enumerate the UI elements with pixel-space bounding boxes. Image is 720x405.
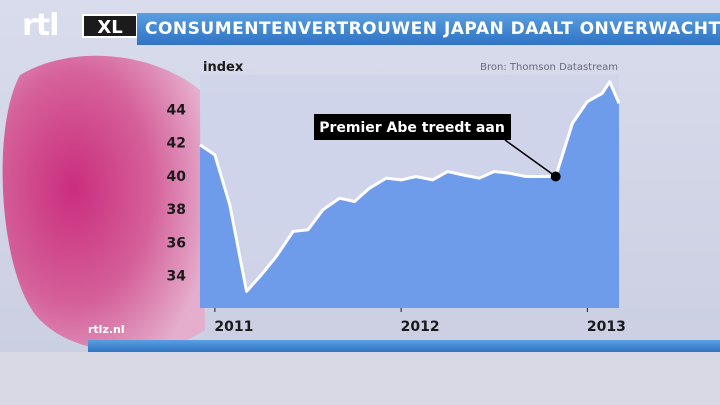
y-tick-label: 40 — [167, 169, 187, 185]
logo-text: rtl — [22, 8, 59, 43]
series-area — [200, 81, 619, 309]
y-tick-label: 36 — [167, 235, 186, 251]
magenta-swoosh — [2, 55, 205, 352]
annotation-point — [550, 171, 561, 182]
y-tick-label: 42 — [167, 136, 186, 152]
y-tick-label: 44 — [167, 102, 187, 118]
y-tick-label: 38 — [167, 202, 186, 218]
y-tick-label: 34 — [167, 269, 187, 285]
x-tick-label: 2013 — [587, 319, 626, 335]
annotation-leader — [504, 139, 557, 178]
headline-text: CONSUMENTENVERTROUWEN JAPAN DAALT ONVERW… — [145, 19, 720, 39]
bottom-bar — [88, 340, 720, 352]
x-tick-label: 2012 — [401, 319, 440, 335]
x-tick-label: 2011 — [214, 319, 253, 335]
source-label: Bron: Thomson Datastream — [480, 62, 618, 73]
logo-badge: XL — [82, 14, 138, 38]
y-axis-label: index — [203, 60, 244, 75]
annotation-label: Premier Abe treedt aan — [319, 120, 505, 136]
website-label: rtlz.nl — [88, 323, 125, 336]
series-line — [199, 80, 621, 293]
headline-bar: CONSUMENTENVERTROUWEN JAPAN DAALT ONVERW… — [137, 13, 720, 45]
annotation-box — [314, 114, 511, 140]
